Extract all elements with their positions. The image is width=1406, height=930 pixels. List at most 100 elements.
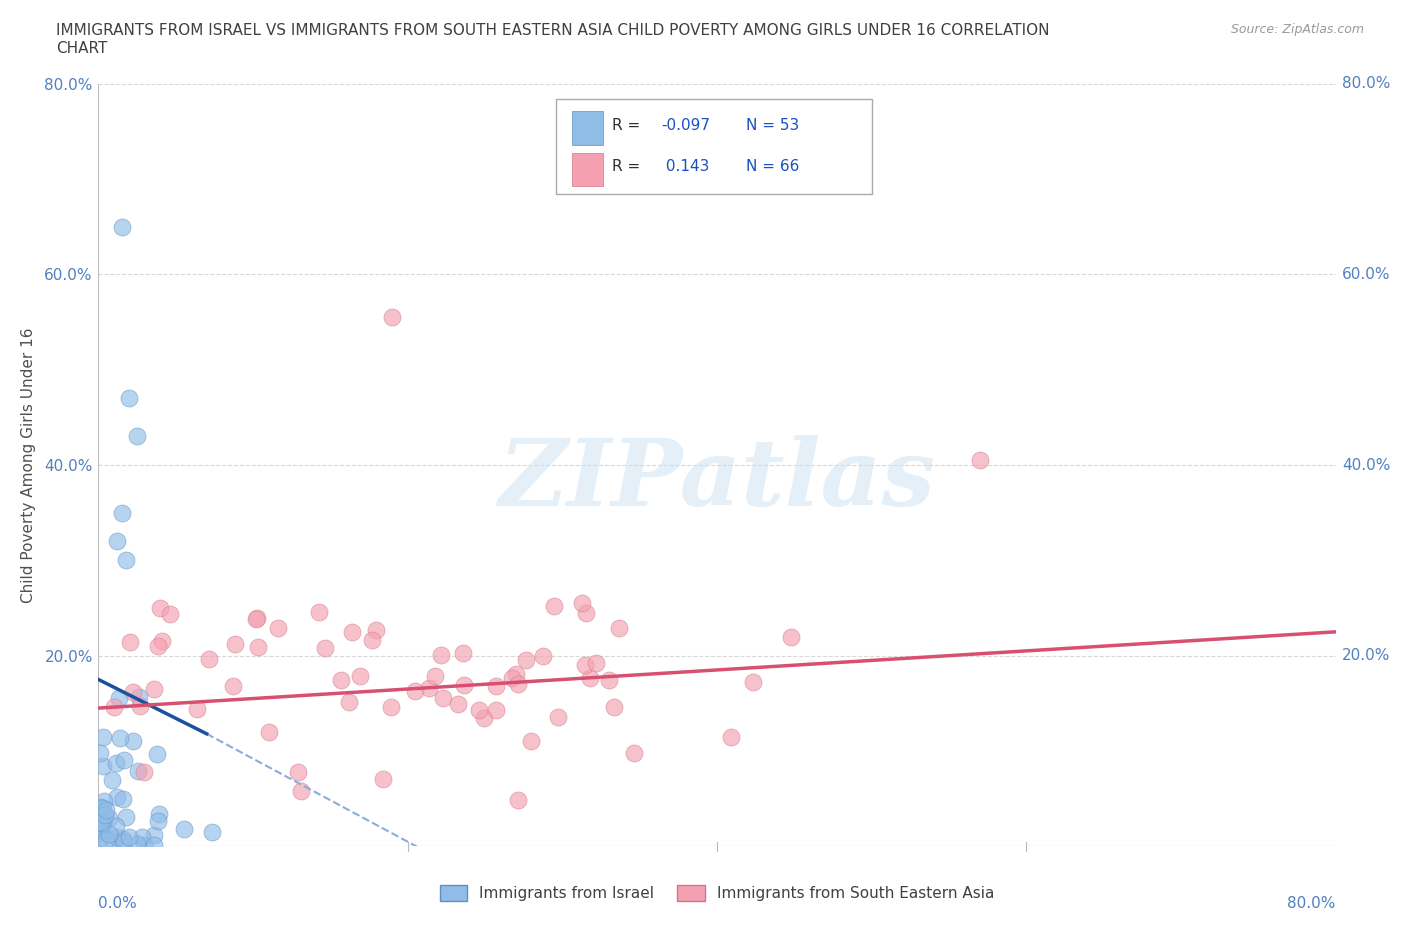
Point — [111, 791, 134, 806]
Point — [779, 630, 801, 644]
Point — [720, 730, 742, 745]
Text: 60.0%: 60.0% — [1341, 267, 1391, 282]
Text: R =: R = — [612, 159, 645, 174]
Point — [506, 677, 529, 692]
Point — [89, 822, 111, 837]
Point — [246, 639, 269, 654]
Text: 80.0%: 80.0% — [1288, 896, 1336, 910]
Point — [472, 711, 495, 725]
Point — [381, 310, 404, 325]
Point — [340, 625, 363, 640]
Point — [453, 645, 475, 660]
Point — [94, 832, 117, 847]
Point — [98, 827, 121, 842]
Text: Source: ZipAtlas.com: Source: ZipAtlas.com — [1230, 23, 1364, 36]
Text: 80.0%: 80.0% — [1341, 76, 1391, 91]
Point — [267, 621, 290, 636]
Text: 40.0%: 40.0% — [1341, 458, 1391, 472]
Point — [112, 835, 135, 850]
Point — [520, 734, 543, 749]
Point — [89, 810, 111, 825]
Point — [245, 612, 267, 627]
Point — [257, 724, 280, 739]
Text: -0.097: -0.097 — [661, 118, 710, 133]
Point — [349, 669, 371, 684]
Point — [89, 821, 111, 836]
Point — [404, 684, 426, 698]
Point — [89, 816, 111, 830]
Point — [623, 746, 645, 761]
Point — [337, 695, 360, 710]
Point — [578, 671, 600, 685]
Point — [90, 817, 112, 832]
Point — [90, 815, 112, 830]
Text: ZIPatlas: ZIPatlas — [499, 435, 935, 525]
Point — [198, 651, 221, 666]
Text: R =: R = — [612, 118, 645, 133]
Point — [115, 810, 138, 825]
Point — [149, 601, 172, 616]
Point — [112, 831, 135, 846]
Point — [97, 810, 120, 825]
Point — [186, 702, 208, 717]
Point — [173, 822, 195, 837]
Point — [110, 731, 132, 746]
Point — [131, 830, 153, 844]
Point — [547, 710, 569, 724]
Point — [118, 634, 141, 649]
Point — [118, 391, 141, 405]
Point — [418, 681, 440, 696]
Point — [101, 772, 124, 787]
Text: N = 53: N = 53 — [745, 118, 799, 133]
Point — [143, 828, 166, 843]
Point — [145, 747, 167, 762]
Point — [148, 806, 170, 821]
Point — [329, 672, 352, 687]
Bar — [572, 153, 603, 186]
Point — [308, 604, 330, 619]
Text: 0.143: 0.143 — [661, 159, 710, 174]
Point — [105, 790, 128, 804]
Point — [111, 505, 132, 520]
Point — [93, 816, 115, 830]
Point — [150, 633, 173, 648]
Y-axis label: Child Poverty Among Girls Under 16: Child Poverty Among Girls Under 16 — [21, 327, 37, 603]
Bar — [572, 112, 603, 145]
Point — [468, 703, 491, 718]
Point — [105, 819, 128, 834]
Point — [447, 697, 470, 711]
Point — [505, 667, 527, 682]
Point — [506, 793, 529, 808]
Point — [91, 801, 114, 816]
Point — [485, 703, 508, 718]
Point — [423, 669, 446, 684]
Point — [127, 429, 149, 444]
Point — [132, 764, 155, 779]
Point — [101, 836, 124, 851]
Point — [432, 690, 454, 705]
Point — [585, 656, 607, 671]
Point — [127, 764, 149, 778]
Point — [969, 453, 991, 468]
Point — [453, 678, 475, 693]
Point — [224, 636, 246, 651]
Point — [128, 690, 150, 705]
Point — [364, 623, 387, 638]
Point — [148, 639, 170, 654]
Point — [380, 699, 402, 714]
Point — [501, 671, 523, 686]
Point — [314, 641, 336, 656]
Point — [90, 825, 112, 840]
Point — [105, 534, 128, 549]
Point — [93, 807, 115, 822]
Point — [143, 837, 166, 852]
Point — [571, 595, 593, 610]
Point — [125, 836, 148, 851]
Point — [575, 605, 598, 620]
Point — [89, 800, 111, 815]
Point — [105, 755, 128, 770]
Point — [105, 830, 128, 844]
Point — [373, 772, 395, 787]
Point — [122, 684, 145, 699]
Point — [94, 803, 117, 817]
